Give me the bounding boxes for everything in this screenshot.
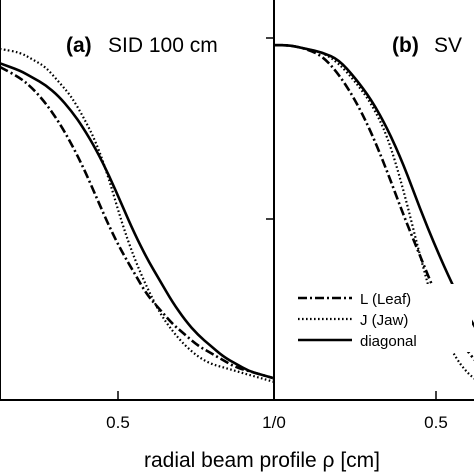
tick-marks <box>117 37 437 400</box>
x-tick-label-b-0.5: 0.5 <box>424 413 448 432</box>
legend-label-diagonal: diagonal <box>360 333 417 350</box>
series-l-leaf-panel-a <box>0 65 274 380</box>
x-tick-label-a-0.5: 0.5 <box>106 413 130 432</box>
series-l-leaf-panel-b <box>274 43 474 362</box>
panel-b-title: SV <box>434 34 462 57</box>
panel-b-tag: (b) <box>392 34 419 57</box>
x-axis-title: radial beam profile ρ [cm] <box>144 449 380 472</box>
plot-frames <box>0 0 474 401</box>
x-tick-label-shared-1-0: 1/0 <box>262 413 286 432</box>
legend-label-jaw: J (Jaw) <box>360 312 408 329</box>
panel-a-tag: (a) <box>66 34 92 57</box>
data-curves <box>0 43 474 383</box>
panel-a-title: SID 100 cm <box>108 34 218 57</box>
legend-label-leaf: L (Leaf) <box>360 291 411 308</box>
series-diagonal-panel-a <box>0 62 274 380</box>
legend: L (Leaf) J (Jaw) diagonal <box>292 284 472 352</box>
